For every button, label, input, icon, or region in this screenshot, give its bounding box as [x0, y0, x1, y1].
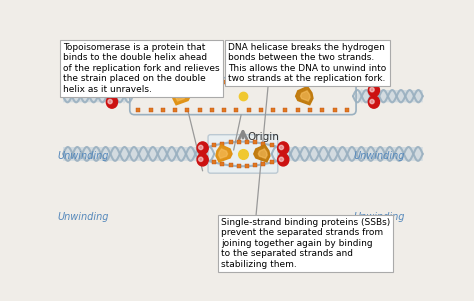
- Text: Origin: Origin: [247, 132, 280, 141]
- Polygon shape: [254, 145, 270, 162]
- Ellipse shape: [370, 88, 374, 92]
- Ellipse shape: [368, 84, 380, 97]
- FancyArrow shape: [63, 88, 131, 104]
- Ellipse shape: [279, 157, 283, 161]
- Text: Single-strand binding proteins (SSBs)
prevent the separated strands from
joining: Single-strand binding proteins (SSBs) pr…: [221, 218, 390, 269]
- Polygon shape: [296, 86, 313, 105]
- Text: Unwinding: Unwinding: [57, 212, 109, 222]
- Text: Unwinding: Unwinding: [57, 151, 109, 161]
- Ellipse shape: [368, 96, 380, 108]
- Text: Topoisomerase is a protein that
binds to the double helix ahead
of the replicati: Topoisomerase is a protein that binds to…: [63, 43, 219, 94]
- Text: Unwinding: Unwinding: [353, 151, 405, 161]
- Ellipse shape: [278, 142, 289, 154]
- Ellipse shape: [197, 142, 208, 154]
- Ellipse shape: [370, 99, 374, 104]
- Ellipse shape: [278, 154, 289, 166]
- Polygon shape: [173, 86, 190, 105]
- Text: Unwinding: Unwinding: [353, 212, 405, 222]
- Ellipse shape: [199, 145, 203, 150]
- Ellipse shape: [106, 96, 118, 108]
- FancyArrow shape: [272, 145, 423, 163]
- Ellipse shape: [108, 99, 112, 104]
- Ellipse shape: [106, 84, 118, 97]
- FancyBboxPatch shape: [208, 135, 278, 173]
- Polygon shape: [258, 149, 267, 158]
- Ellipse shape: [279, 145, 283, 150]
- Text: DNA helicase breaks the hydrogen
bonds between the two strands.
This allows the : DNA helicase breaks the hydrogen bonds b…: [228, 43, 386, 83]
- FancyArrow shape: [63, 145, 214, 163]
- Polygon shape: [301, 91, 310, 101]
- Polygon shape: [216, 145, 232, 162]
- Ellipse shape: [197, 154, 208, 166]
- Ellipse shape: [199, 157, 203, 161]
- Ellipse shape: [108, 88, 112, 92]
- Polygon shape: [219, 149, 228, 158]
- FancyArrow shape: [355, 88, 423, 104]
- Polygon shape: [176, 91, 185, 101]
